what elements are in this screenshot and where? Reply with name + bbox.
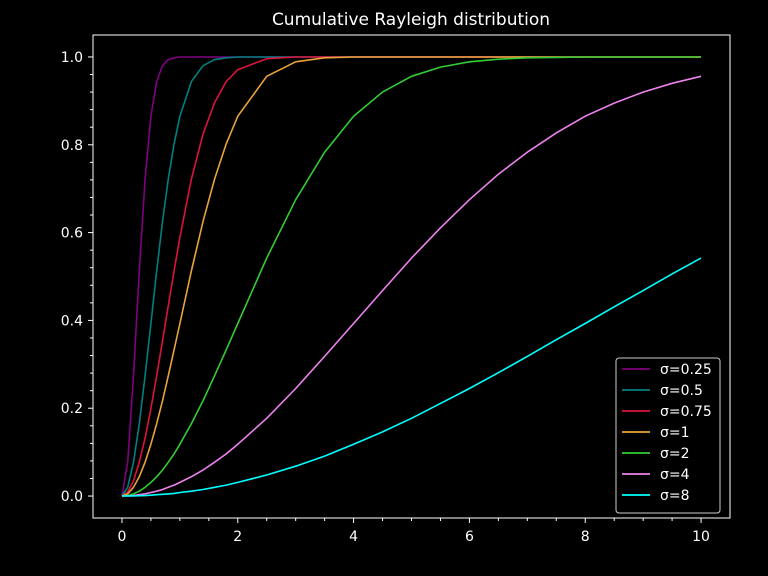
- y-tick-label: 0.8: [61, 138, 83, 154]
- x-tick-label: 10: [692, 529, 710, 545]
- x-tick-label: 2: [233, 529, 242, 545]
- y-tick-label: 1.0: [61, 50, 83, 66]
- y-tick-label: 0.4: [61, 313, 83, 329]
- x-tick-label: 0: [117, 529, 126, 545]
- legend-label: σ=0.25: [660, 362, 712, 378]
- legend-label: σ=1: [660, 425, 690, 441]
- y-tick-label: 0.6: [61, 226, 83, 242]
- legend: σ=0.25 σ=0.5 σ=0.75 σ=1 σ=2 σ=4 σ=8: [615, 357, 721, 514]
- x-tick-label: 8: [581, 529, 590, 545]
- series-line-6: [122, 257, 702, 497]
- legend-label: σ=8: [660, 488, 690, 504]
- chart-title: Cumulative Rayleigh distribution: [272, 10, 550, 30]
- axes: 0 2 4 6 8 10 0.0 0.2 0.4 0.6 0.8 1.0: [61, 34, 731, 545]
- legend-label: σ=2: [660, 446, 690, 462]
- series-line-4: [121, 56, 701, 497]
- x-tick-label: 6: [465, 529, 474, 545]
- plot-area: [121, 56, 702, 497]
- legend-label: σ=4: [660, 467, 690, 483]
- y-tick-label: 0.0: [61, 489, 83, 505]
- series-line-5: [121, 75, 702, 497]
- y-tick-label: 0.2: [61, 401, 83, 417]
- legend-label: σ=0.5: [660, 383, 703, 399]
- legend-label: σ=0.75: [660, 404, 712, 420]
- x-tick-label: 4: [349, 529, 358, 545]
